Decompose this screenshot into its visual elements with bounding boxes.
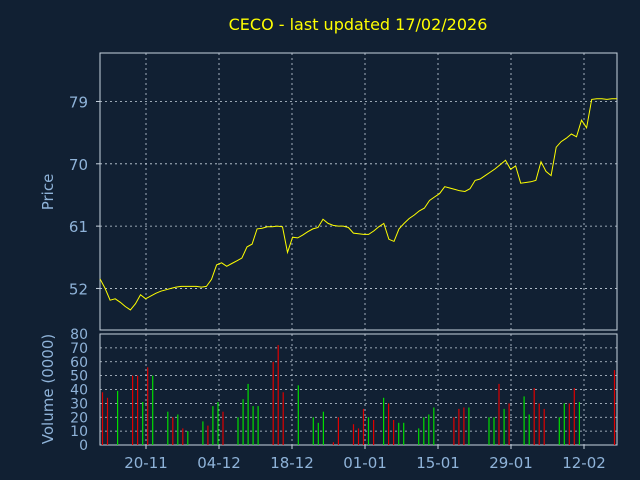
x-tick-label: 18-12: [270, 454, 314, 472]
price-axis-label: Price: [39, 174, 57, 211]
volume-bars: [101, 345, 616, 445]
x-tick-labels: 20-11 04-12 18-12 01-01 15-01 29-01 12-02: [124, 445, 606, 472]
price-y-tick-label: 61: [69, 218, 88, 236]
volume-horizontal-gridlines: [100, 347, 617, 446]
volume-y-tick-label: 10: [70, 424, 88, 440]
volume-y-tick-label: 60: [70, 355, 88, 371]
price-plot-frame: [99, 52, 618, 331]
volume-y-tick-label: 30: [70, 396, 88, 412]
volume-y-tick-label: 0: [79, 438, 88, 454]
price-y-tick-label: 79: [69, 93, 88, 111]
price-horizontal-gridlines: [100, 101, 617, 289]
x-tick-label: 12-02: [562, 454, 606, 472]
volume-y-tick-label: 80: [70, 327, 88, 343]
price-y-tick-label: 52: [69, 280, 88, 298]
x-tick-label: 29-01: [489, 454, 533, 472]
volume-y-tick-label: 20: [70, 410, 88, 426]
chart-title: CECO - last updated 17/02/2026: [229, 15, 488, 34]
price-y-tick-label: 70: [69, 156, 88, 174]
price-series-line: [99, 98, 617, 311]
price-vertical-gridlines: [145, 53, 585, 330]
volume-y-tick-label: 50: [70, 369, 88, 385]
x-tick-label: 15-01: [416, 454, 460, 472]
x-tick-label: 20-11: [124, 454, 168, 472]
volume-y-tick-label: 40: [70, 383, 88, 399]
volume-axis-label: Volume (0000): [39, 334, 57, 444]
price-panel: 52 61 70 79 Price: [39, 52, 618, 331]
price-y-tick-labels: 52 61 70 79: [69, 93, 100, 298]
volume-y-tick-label: 70: [70, 341, 88, 357]
x-tick-label: 01-01: [343, 454, 387, 472]
x-tick-label: 04-12: [197, 454, 241, 472]
